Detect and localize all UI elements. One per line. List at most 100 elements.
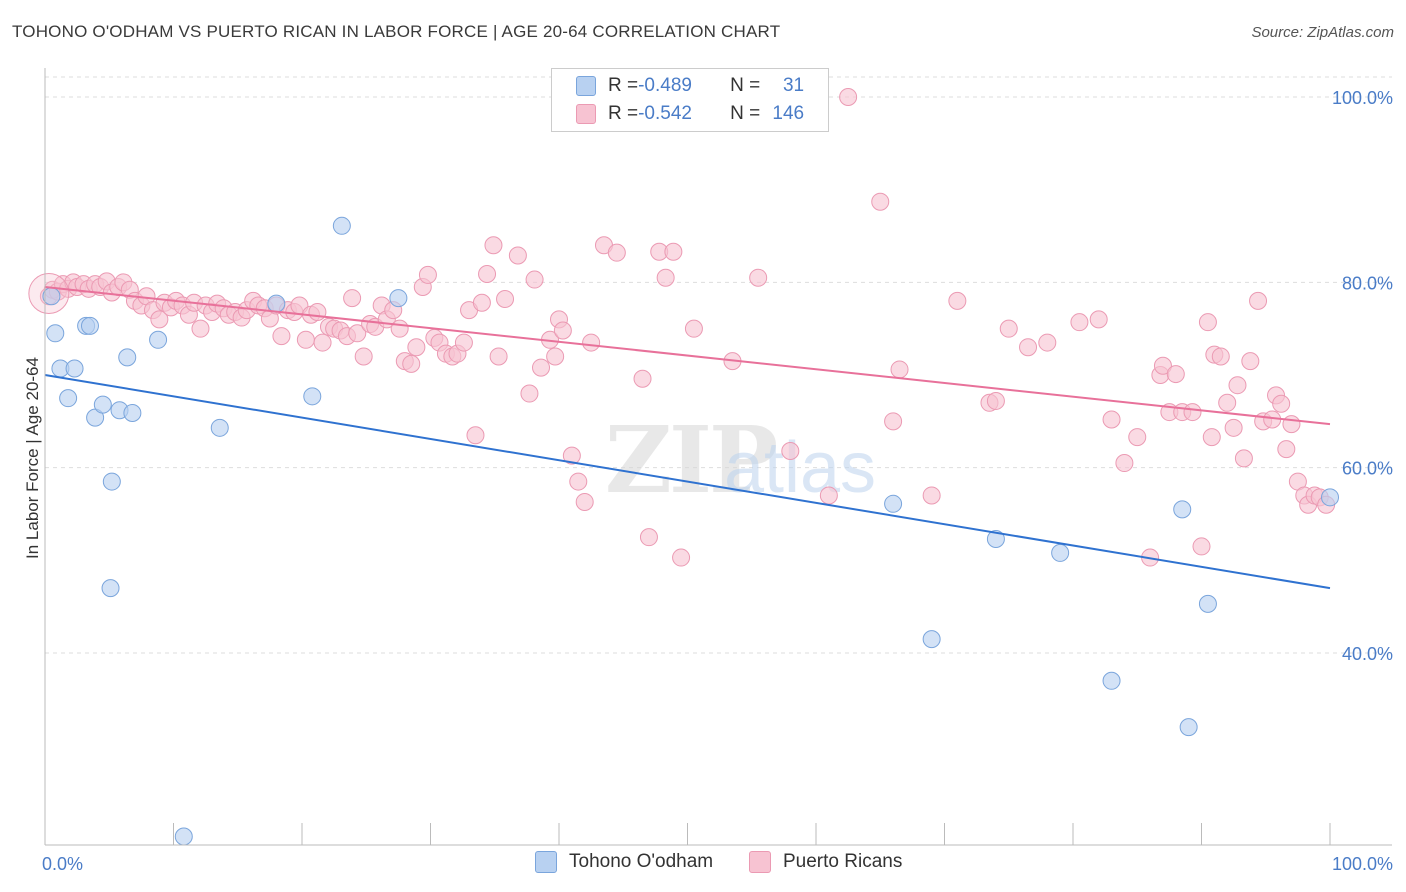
legend-item-puerto: Puerto Ricans bbox=[749, 851, 902, 873]
puerto-rican-point bbox=[508, 246, 527, 265]
legend-r-label: R = bbox=[608, 103, 639, 124]
puerto-rican-point bbox=[1019, 338, 1038, 357]
tohono-point bbox=[884, 494, 903, 513]
tohono-point bbox=[123, 403, 142, 422]
puerto-rican-point bbox=[520, 384, 539, 403]
puerto-rican-point bbox=[884, 412, 903, 431]
puerto-rican-point bbox=[922, 486, 941, 505]
puerto-rican-point bbox=[296, 330, 315, 349]
puerto-rican-point bbox=[890, 360, 909, 379]
legend-item-tohono: Tohono O'odham bbox=[535, 851, 713, 873]
puerto-rican-point bbox=[191, 319, 210, 338]
puerto-rican-point bbox=[354, 347, 373, 366]
tohono-point bbox=[118, 348, 137, 367]
puerto-rican-point bbox=[348, 324, 367, 343]
tohono-trend-line bbox=[44, 374, 1331, 590]
source-credit: Source: ZipAtlas.com bbox=[1251, 24, 1394, 41]
puerto-rican-point bbox=[664, 242, 683, 261]
tohono-point bbox=[922, 630, 941, 649]
puerto-rican-point bbox=[1249, 291, 1268, 310]
tohono-point bbox=[174, 827, 193, 846]
legend-r-value: -0.489 bbox=[638, 75, 692, 96]
puerto-rican-point bbox=[1241, 352, 1260, 371]
tohono-point bbox=[303, 387, 322, 406]
puerto-rican-point bbox=[313, 333, 332, 352]
tohono-point bbox=[389, 289, 408, 308]
puerto-rican-point bbox=[489, 347, 508, 366]
puerto-rican-point bbox=[150, 310, 169, 329]
puerto-rican-point bbox=[272, 327, 291, 346]
blue-swatch bbox=[576, 76, 596, 96]
puerto-rican-point bbox=[839, 88, 858, 106]
puerto-rican-point bbox=[986, 391, 1005, 410]
puerto-rican-point bbox=[1192, 537, 1211, 556]
puerto-rican-point bbox=[546, 347, 565, 366]
puerto-rican-point bbox=[553, 321, 572, 340]
puerto-rican-point bbox=[1128, 428, 1147, 447]
trend-lines bbox=[44, 285, 1331, 590]
puerto-rican-point bbox=[1272, 394, 1291, 413]
puerto-rican-point bbox=[749, 268, 768, 287]
puerto-rican-point bbox=[1211, 347, 1230, 366]
puerto-rican-point bbox=[532, 358, 551, 377]
legend-n-label: N = bbox=[730, 75, 761, 96]
legend-r-value: -0.542 bbox=[638, 103, 692, 124]
puerto-rican-point bbox=[484, 236, 503, 255]
puerto-rican-point bbox=[871, 192, 890, 211]
puerto-rican-point bbox=[1183, 403, 1202, 422]
puerto-rican-point bbox=[575, 492, 594, 511]
puerto-rican-point bbox=[1070, 313, 1089, 332]
puerto-rican-point bbox=[999, 319, 1018, 338]
puerto-rican-point bbox=[781, 441, 800, 460]
legend-n-label: N = bbox=[730, 103, 761, 124]
tohono-point bbox=[65, 359, 84, 378]
puerto-rican-point bbox=[672, 548, 691, 567]
puerto-rican-point bbox=[308, 302, 327, 321]
grid-layer: 40.0% 60.0% 80.0% 100.0% bbox=[45, 76, 1393, 664]
puerto-rican-point bbox=[478, 264, 497, 283]
pink-swatch bbox=[749, 851, 771, 873]
puerto-rican-point bbox=[1228, 376, 1247, 395]
y-axis-label: In Labor Force | Age 20-64 bbox=[23, 357, 42, 559]
legend-row-tohono: R = -0.489 N = 31 bbox=[552, 72, 804, 100]
x-tick-label: 0.0% bbox=[42, 854, 83, 874]
tohono-point bbox=[267, 294, 286, 313]
tohono-point bbox=[986, 530, 1005, 549]
puerto-rican-point bbox=[1089, 310, 1108, 329]
y-tick-label: 100.0% bbox=[1332, 88, 1393, 108]
puerto-rican-point bbox=[418, 265, 437, 284]
tohono-point bbox=[149, 330, 168, 349]
puerto-rican-point bbox=[569, 472, 588, 491]
tohono-point bbox=[80, 316, 99, 335]
legend-row-puerto: R = -0.542 N = 146 bbox=[552, 100, 804, 128]
puerto-rican-point bbox=[1224, 418, 1243, 437]
tohono-point bbox=[1051, 543, 1070, 562]
blue-swatch bbox=[535, 851, 557, 873]
watermark-atlas: atlas bbox=[724, 428, 876, 508]
puerto-rican-point bbox=[496, 290, 515, 309]
puerto-rican-point bbox=[1038, 333, 1057, 352]
puerto-rican-point bbox=[1202, 428, 1221, 447]
axis-layer: 0.0% 100.0% bbox=[42, 68, 1393, 874]
puerto-rican-point bbox=[402, 354, 421, 373]
legend-n-value: 31 bbox=[782, 75, 805, 96]
tohono-point bbox=[332, 216, 351, 235]
puerto-rican-point bbox=[407, 338, 426, 357]
pink-swatch bbox=[576, 104, 596, 124]
puerto-rican-point bbox=[1102, 410, 1121, 429]
puerto-rican-point bbox=[525, 270, 544, 289]
legend-r-label: R = bbox=[608, 75, 639, 96]
puerto-rican-point bbox=[819, 486, 838, 505]
puerto-rican-point bbox=[1218, 393, 1237, 412]
tohono-point bbox=[1321, 488, 1339, 507]
tohono-point bbox=[59, 389, 78, 408]
tohono-point bbox=[1198, 594, 1217, 613]
puerto-rican-point bbox=[948, 291, 967, 310]
puerto-rican-point bbox=[1234, 449, 1253, 468]
y-tick-label: 40.0% bbox=[1342, 644, 1393, 664]
y-tick-label: 60.0% bbox=[1342, 459, 1393, 479]
series-legend: Tohono O'odham Puerto Ricans bbox=[0, 851, 1406, 877]
puerto-rican-point bbox=[1198, 313, 1217, 332]
stats-legend: R = -0.489 N = 31 R = -0.542 N = 146 bbox=[551, 68, 829, 132]
